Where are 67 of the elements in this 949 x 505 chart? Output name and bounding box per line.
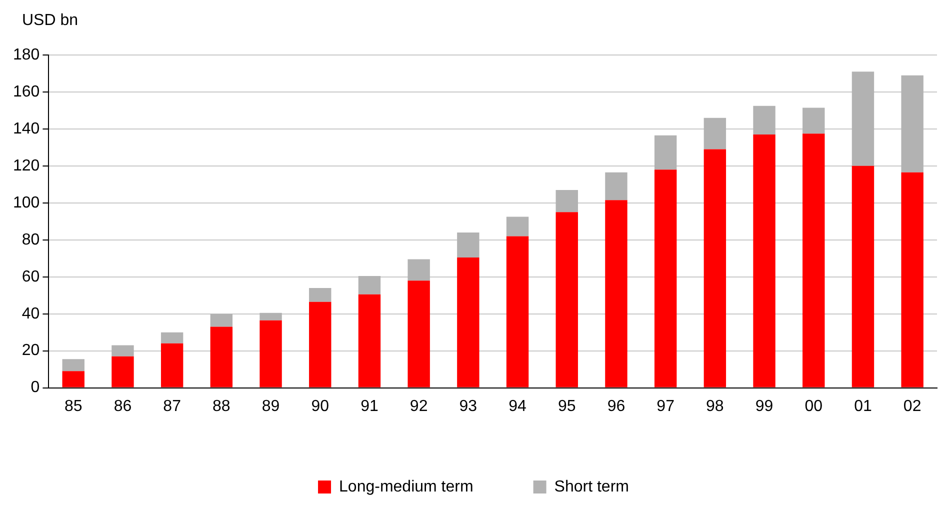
x-tick-label: 89 xyxy=(262,398,280,415)
bar xyxy=(408,259,430,281)
x-tick-label: 91 xyxy=(360,398,378,415)
bar xyxy=(556,212,578,388)
legend-label: Short term xyxy=(554,478,629,496)
bar xyxy=(260,312,282,320)
bar xyxy=(309,302,332,388)
y-axis-title: USD bn xyxy=(22,12,78,30)
y-tick-label: 140 xyxy=(12,120,40,138)
x-tick-label: 88 xyxy=(212,398,230,415)
y-tick-label: 60 xyxy=(22,268,40,286)
y-tick-label: 120 xyxy=(12,157,40,174)
x-tick-label: 94 xyxy=(508,398,527,415)
y-tick-label: 160 xyxy=(12,83,40,100)
x-tick-label: 99 xyxy=(755,398,774,415)
bar xyxy=(358,294,381,388)
bar xyxy=(506,236,529,388)
bar xyxy=(62,359,84,372)
bar xyxy=(802,134,825,388)
bar xyxy=(506,216,529,236)
bar xyxy=(901,172,924,388)
x-tick-label: 97 xyxy=(656,398,675,415)
x-tick-label: 96 xyxy=(607,398,626,415)
x-tick-label: 93 xyxy=(459,398,478,415)
bar xyxy=(654,170,677,388)
bar xyxy=(753,106,776,134)
bar xyxy=(112,345,134,356)
bar xyxy=(160,332,184,344)
y-tick-label: 0 xyxy=(30,379,40,396)
bar xyxy=(901,75,924,172)
bar xyxy=(704,118,726,150)
bar xyxy=(654,135,677,170)
bar xyxy=(358,276,381,294)
bar xyxy=(852,72,874,166)
x-tick-label: 98 xyxy=(706,398,724,415)
y-tick-label: 40 xyxy=(22,305,40,322)
bar xyxy=(309,288,332,302)
bar xyxy=(753,134,776,388)
bar xyxy=(112,356,134,388)
y-tick-label: 20 xyxy=(22,342,40,360)
legend-label: Long-medium term xyxy=(339,478,474,496)
bar xyxy=(160,343,184,388)
x-tick-label: 92 xyxy=(410,398,428,415)
bar xyxy=(457,232,480,258)
bar xyxy=(605,200,628,388)
x-tick-label: 90 xyxy=(311,398,330,415)
bar xyxy=(802,108,825,134)
bar xyxy=(260,320,282,388)
x-tick-label: 00 xyxy=(804,398,823,415)
bar xyxy=(556,190,578,212)
bar xyxy=(210,314,233,327)
bar xyxy=(457,257,480,388)
bar xyxy=(605,172,628,200)
bar xyxy=(62,371,84,388)
x-tick-label: 02 xyxy=(903,398,922,415)
bar xyxy=(210,326,233,388)
bar xyxy=(852,166,874,388)
x-tick-label: 95 xyxy=(558,398,576,415)
bar xyxy=(408,280,430,388)
y-tick-label: 180 xyxy=(12,46,40,64)
x-tick-label: 85 xyxy=(64,398,82,415)
y-tick-label: 100 xyxy=(12,194,40,212)
bar xyxy=(704,149,726,388)
x-tick-label: 86 xyxy=(114,398,132,415)
y-tick-label: 80 xyxy=(22,231,40,248)
x-tick-label: 01 xyxy=(854,398,872,415)
x-tick-label: 87 xyxy=(163,398,182,415)
